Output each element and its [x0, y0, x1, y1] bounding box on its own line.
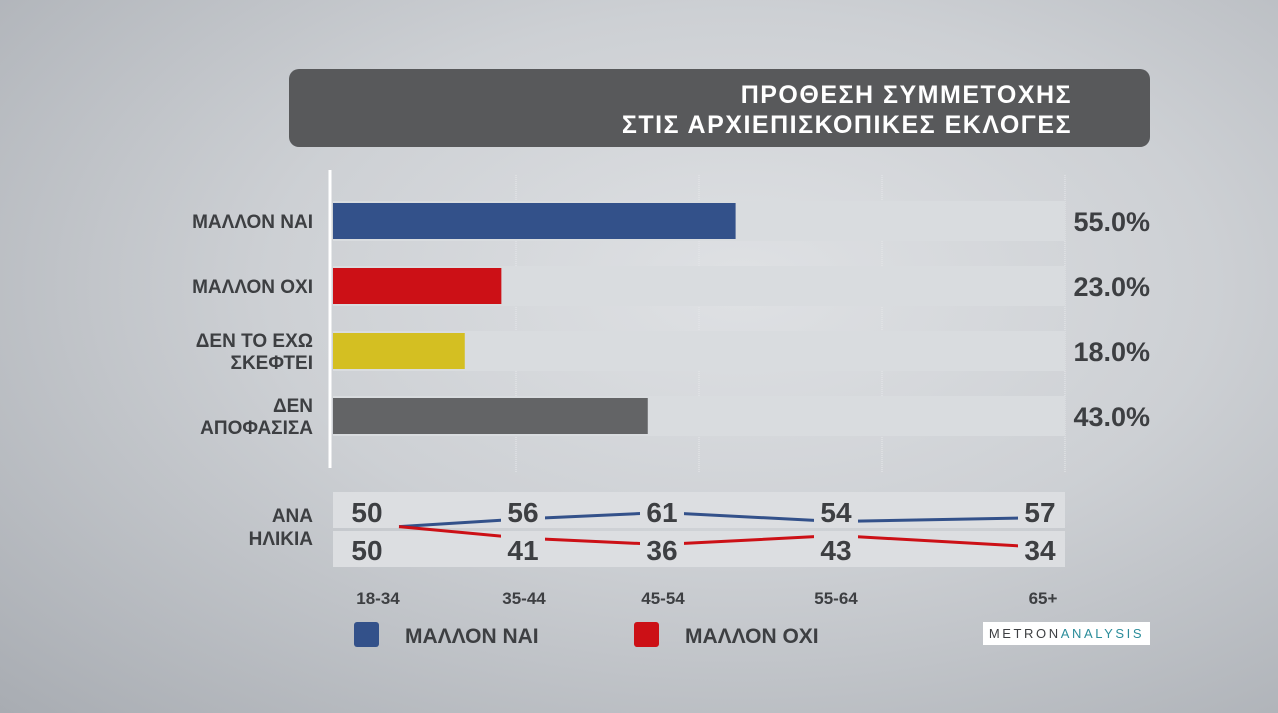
age-no-value-0: 50 — [351, 535, 382, 566]
bar-value-label-3: 43.0% — [1073, 402, 1150, 432]
bar-value-label-1: 23.0% — [1073, 272, 1150, 302]
category-label-2-0: ΔΕΝ ΤΟ ΕΧΩ — [196, 331, 313, 352]
title-banner: ΠΡΟΘΕΣΗ ΣΥΜΜΕΤΟΧΗΣ ΣΤΙΣ ΑΡΧΙΕΠΙΣΚΟΠΙΚΕΣ … — [289, 69, 1150, 147]
age-band-bottom — [333, 531, 1065, 567]
age-no-label-bg-2 — [640, 534, 684, 566]
legend-label-1: ΜΑΛΛΟΝ ΟΧΙ — [685, 625, 819, 648]
age-tick-1: 35-44 — [502, 589, 546, 608]
age-yes-label-bg-4 — [1018, 496, 1062, 528]
bar-1 — [333, 268, 502, 304]
bar-2 — [333, 333, 465, 369]
logo-part-2: ANALYSIS — [1060, 626, 1145, 641]
age-section-label-0: ΑΝΑ — [272, 506, 313, 527]
logo-part-1: METRON — [988, 626, 1061, 641]
age-no-label-bg-3 — [814, 534, 858, 566]
legend-label-0: ΜΑΛΛΟΝ ΝΑΙ — [405, 625, 539, 648]
legend-swatch-0 — [354, 622, 379, 647]
age-yes-label-bg-0 — [345, 496, 389, 528]
age-yes-value-1: 56 — [507, 497, 538, 528]
age-yes-value-0: 50 — [351, 497, 382, 528]
age-no-label-bg-4 — [1018, 534, 1062, 566]
age-yes-value-4: 57 — [1024, 497, 1055, 528]
category-label-0-0: ΜΑΛΛΟΝ ΝΑΙ — [192, 212, 313, 233]
category-label-3-0: ΔΕΝ — [273, 396, 313, 417]
bar-value-label-2: 18.0% — [1073, 337, 1150, 367]
age-no-value-2: 36 — [646, 535, 677, 566]
age-no-value-4: 34 — [1024, 535, 1056, 566]
chart-title-line-2: ΣΤΙΣ ΑΡΧΙΕΠΙΣΚΟΠΙΚΕΣ ΕΚΛΟΓΕΣ — [621, 111, 1072, 139]
age-yes-value-2: 61 — [646, 497, 677, 528]
age-yes-label-bg-2 — [640, 496, 684, 528]
age-yes-label-bg-3 — [814, 496, 858, 528]
bar-3 — [333, 398, 648, 434]
category-label-2-1: ΣΚΕΦΤΕΙ — [231, 353, 313, 374]
metron-analysis-logo: METRON ANALYSIS — [983, 622, 1150, 645]
category-label-1-0: ΜΑΛΛΟΝ ΟΧΙ — [192, 277, 313, 298]
legend-swatch-1 — [634, 622, 659, 647]
age-yes-value-3: 54 — [820, 497, 852, 528]
chart-title-line-1: ΠΡΟΘΕΣΗ ΣΥΜΜΕΤΟΧΗΣ — [740, 81, 1072, 109]
age-tick-4: 65+ — [1029, 589, 1058, 608]
category-label-3-1: ΑΠΟΦΑΣΙΣΑ — [200, 418, 313, 439]
age-tick-0: 18-34 — [356, 589, 400, 608]
age-yes-label-bg-1 — [501, 496, 545, 528]
bar-value-label-0: 55.0% — [1073, 207, 1150, 237]
age-tick-2: 45-54 — [641, 589, 685, 608]
age-section-label-1: ΗΛΙΚΙΑ — [249, 529, 314, 550]
age-no-value-1: 41 — [507, 535, 538, 566]
age-tick-3: 55-64 — [814, 589, 858, 608]
age-no-value-3: 43 — [820, 535, 851, 566]
age-no-label-bg-0 — [345, 534, 389, 566]
age-no-label-bg-1 — [501, 534, 545, 566]
bar-0 — [333, 203, 736, 239]
